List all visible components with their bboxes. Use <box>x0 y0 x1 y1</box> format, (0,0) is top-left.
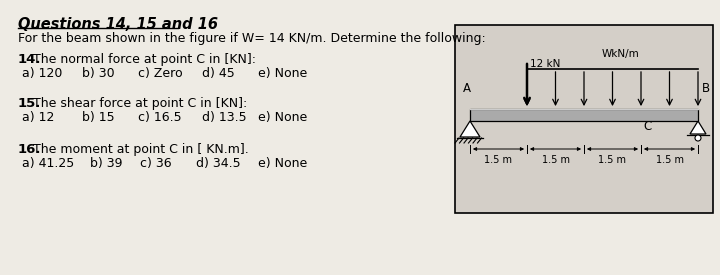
Text: d) 45: d) 45 <box>202 67 235 80</box>
Text: 14.: 14. <box>18 53 42 66</box>
Text: e) None: e) None <box>258 67 307 80</box>
Text: d) 34.5: d) 34.5 <box>196 157 240 170</box>
Text: a) 12: a) 12 <box>22 111 55 124</box>
Text: a) 120: a) 120 <box>22 67 63 80</box>
Circle shape <box>695 135 701 141</box>
Text: c) 36: c) 36 <box>140 157 171 170</box>
Text: b) 15: b) 15 <box>82 111 114 124</box>
Text: 12 kN: 12 kN <box>530 59 560 69</box>
Text: c) 16.5: c) 16.5 <box>138 111 181 124</box>
Polygon shape <box>460 121 480 137</box>
Text: c) Zero: c) Zero <box>138 67 183 80</box>
Text: C: C <box>643 120 652 133</box>
Text: The moment at point C in [ KN.m].: The moment at point C in [ KN.m]. <box>33 143 248 156</box>
Text: e) None: e) None <box>258 111 307 124</box>
Text: a) 41.25: a) 41.25 <box>22 157 74 170</box>
Text: 1.5 m: 1.5 m <box>485 155 513 165</box>
Text: 1.5 m: 1.5 m <box>655 155 683 165</box>
Bar <box>470 109 698 121</box>
Text: The normal force at point C in [KN]:: The normal force at point C in [KN]: <box>33 53 256 66</box>
Text: 1.5 m: 1.5 m <box>541 155 570 165</box>
Text: 16.: 16. <box>18 143 42 156</box>
Text: 1.5 m: 1.5 m <box>598 155 626 165</box>
Text: Questions 14, 15 and 16: Questions 14, 15 and 16 <box>18 17 218 32</box>
Text: B: B <box>702 82 710 95</box>
Text: 15.: 15. <box>18 97 41 110</box>
Text: e) None: e) None <box>258 157 307 170</box>
Text: b) 30: b) 30 <box>82 67 114 80</box>
Text: For the beam shown in the figure if W= 14 KN/m. Determine the following:: For the beam shown in the figure if W= 1… <box>18 32 486 45</box>
Text: A: A <box>463 82 471 95</box>
Text: The shear force at point C in [KN]:: The shear force at point C in [KN]: <box>33 97 247 110</box>
Text: b) 39: b) 39 <box>90 157 122 170</box>
Bar <box>455 25 713 213</box>
Polygon shape <box>690 121 706 134</box>
Text: d) 13.5: d) 13.5 <box>202 111 247 124</box>
Text: WkN/m: WkN/m <box>602 49 639 59</box>
